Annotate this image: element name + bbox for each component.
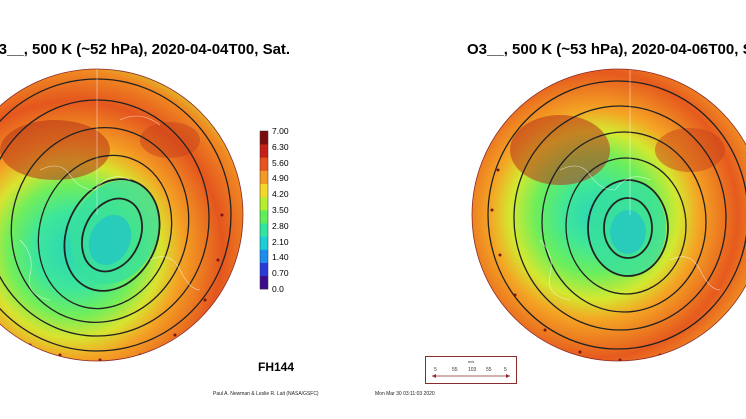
polar-map-right: [471, 68, 746, 362]
wind-key-value: 55: [486, 367, 492, 373]
colorbar-segment: [260, 196, 268, 211]
colorbar-segment: [260, 183, 268, 198]
colorbar-segment: [260, 157, 268, 171]
vortex-center-right: [610, 210, 646, 254]
high-ozone-region-left-2: [140, 122, 200, 158]
date-stamp: Mon Mar 30 03:11:03 2020: [375, 391, 435, 397]
colorbar-segment: [260, 210, 268, 224]
colorbar-tick-label: 7.00: [272, 126, 289, 136]
high-ozone-region-left: [0, 120, 110, 180]
colorbar-tick-label: 4.90: [272, 173, 289, 184]
map-border-left: [0, 68, 244, 362]
colorbar-tick-label: 2.10: [272, 236, 289, 247]
coastlines-left: [19, 69, 201, 301]
wind-key-value: 5: [504, 367, 507, 373]
wind-key-unit: m/s: [467, 359, 475, 364]
coastlines-right: [539, 69, 721, 301]
polar-map-left: [0, 68, 244, 362]
colorbar-tick-label: 1.40: [272, 252, 289, 263]
wind-key-arrow: [432, 374, 510, 378]
colorbar-segment: [260, 144, 268, 158]
wind-key-box: m/s 5 55 103 55 5: [425, 356, 517, 384]
colorbar-tick-label: 2.80: [272, 220, 289, 231]
wind-key-value: 5: [434, 367, 437, 373]
credit-line: Paul A. Newman & Leslie R. Lait (NASA/GS…: [213, 391, 319, 397]
map-border-right: [471, 68, 746, 362]
wind-key-value: 103: [468, 367, 477, 373]
forecast-hour-label: FH144: [258, 360, 295, 374]
panel-title-left: O3__, 500 K (~52 hPa), 2020-04-04T00, Sa…: [0, 41, 291, 58]
vortex-center-left: [88, 214, 132, 266]
colorbar-segment: [260, 170, 268, 184]
panel-title-right: O3__, 500 K (~53 hPa), 2020-04-06T00, Sa…: [467, 41, 746, 58]
colorbar-tick-label: 6.30: [272, 141, 289, 152]
colorbar-segment: [260, 236, 268, 250]
wind-key-value: 55: [452, 367, 458, 373]
colorbar-tick-label: 4.20: [272, 189, 289, 200]
colorbar-tick-label: 3.50: [272, 205, 289, 215]
colorbar-segment: [260, 249, 268, 263]
colorbar-tick-label: 0.70: [272, 268, 289, 279]
streamlines-left: [0, 78, 232, 352]
colorbar-segment: [260, 275, 268, 290]
high-ozone-region-right-2: [655, 128, 725, 172]
streamlines-right: [487, 80, 746, 350]
colorbar-segment: [260, 262, 268, 277]
colorbar-segment: [260, 223, 268, 237]
colorbar-segment: [260, 131, 268, 145]
high-ozone-region-right: [510, 115, 610, 185]
colorbar-tick-label: 5.60: [272, 157, 289, 168]
colorbar-frame: [259, 130, 269, 290]
colorbar-tick-label: 0.0: [272, 284, 284, 294]
colorbar: [259, 130, 269, 290]
